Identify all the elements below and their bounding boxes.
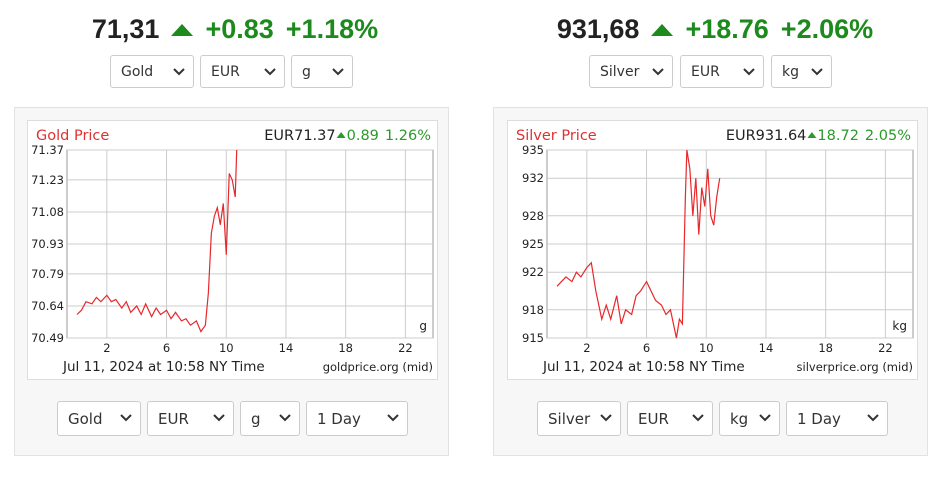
- x-tick-label: 18: [338, 341, 353, 355]
- x-tick-label: 2: [583, 341, 590, 355]
- change-pct: +1.18%: [285, 14, 379, 44]
- price: 931,68: [556, 14, 640, 44]
- chevron: [264, 68, 276, 76]
- chart: 70.49 70.64 70.79 70.93 71.08 71.23 71.37 2 6 10 1…: [27, 120, 438, 380]
- select[interactable]: g: [291, 55, 353, 88]
- select[interactable]: EUR: [627, 401, 713, 436]
- header-price: EUR71.37: [264, 128, 335, 144]
- chevron: [867, 414, 879, 422]
- select[interactable]: Silver: [589, 55, 673, 88]
- source: goldprice.org (mid): [323, 360, 433, 374]
- chevron: [213, 414, 225, 422]
- up-arrow: [651, 23, 674, 36]
- source: silverprice.org (mid): [797, 360, 913, 374]
- x-tick-label: 10: [699, 341, 714, 355]
- y-tick-label: 925: [522, 237, 544, 251]
- chart-title: Silver Price: [516, 128, 597, 144]
- chevron: [173, 68, 185, 76]
- select[interactable]: kg: [719, 401, 780, 436]
- x-tick-label: 22: [398, 341, 413, 355]
- chevron: [743, 68, 755, 76]
- x-tick-label: 14: [279, 341, 294, 355]
- chart: 915 918 922 925 928 932 935 2 6 10 14 18 22 Silver Pr…: [507, 120, 918, 380]
- select[interactable]: Gold: [57, 401, 141, 436]
- price-header: 931,68 +18.76 +2.06%: [480, 14, 938, 45]
- chevron: [387, 414, 399, 422]
- unit-label: g: [419, 319, 427, 333]
- y-tick-label: 71.08: [31, 205, 64, 219]
- change: +0.83: [205, 14, 274, 44]
- chevron: [279, 414, 291, 422]
- y-tick-label: 71.23: [31, 173, 64, 187]
- unit-label: kg: [892, 319, 907, 333]
- price-line: [556, 149, 721, 339]
- y-tick-label: 915: [522, 331, 544, 345]
- select[interactable]: 1 Day: [306, 401, 408, 436]
- x-tick-label: 6: [643, 341, 650, 355]
- caption: Jul 11, 2024 at 10:58 NY Time: [62, 359, 265, 375]
- x-tick-label: 18: [818, 341, 833, 355]
- select[interactable]: Silver: [537, 401, 621, 436]
- select[interactable]: EUR: [200, 55, 285, 88]
- x-tick-label: 14: [759, 341, 774, 355]
- change-pct: +2.06%: [780, 14, 874, 44]
- select[interactable]: 1 Day: [786, 401, 888, 436]
- header-pct: 1.26%: [385, 128, 431, 144]
- chevron: [332, 68, 344, 76]
- y-tick-label: 70.79: [31, 267, 64, 281]
- y-tick-label: 922: [522, 265, 544, 279]
- chevron: [759, 414, 771, 422]
- price-line: [76, 149, 238, 333]
- chart-title: Gold Price: [36, 128, 109, 144]
- select[interactable]: Gold: [110, 55, 194, 88]
- select[interactable]: g: [240, 401, 300, 436]
- x-tick-label: 10: [219, 341, 234, 355]
- y-tick-label: 918: [522, 303, 544, 317]
- price: 71,31: [91, 14, 160, 44]
- y-tick-label: 70.49: [31, 331, 64, 345]
- select[interactable]: kg: [771, 55, 832, 88]
- x-tick-label: 2: [103, 341, 110, 355]
- change: +18.76: [685, 14, 769, 44]
- header-change: 0.89: [347, 128, 379, 144]
- up-arrow: [171, 23, 194, 36]
- y-tick-label: 935: [522, 143, 544, 157]
- x-tick-label: 6: [163, 341, 170, 355]
- chevron: [692, 414, 704, 422]
- header-change: 18.72: [817, 128, 859, 144]
- select[interactable]: EUR: [680, 55, 764, 88]
- y-tick-label: 71.37: [31, 143, 64, 157]
- up-arrow: [807, 132, 817, 138]
- select[interactable]: EUR: [147, 401, 234, 436]
- chevron: [600, 414, 612, 422]
- chevron: [811, 68, 823, 76]
- chevron: [652, 68, 664, 76]
- y-tick-label: 70.93: [31, 237, 64, 251]
- caption: Jul 11, 2024 at 10:58 NY Time: [542, 359, 745, 375]
- y-tick-label: 928: [522, 209, 544, 223]
- up-arrow: [336, 132, 346, 138]
- y-tick-label: 932: [522, 171, 544, 185]
- x-tick-label: 22: [878, 341, 893, 355]
- header-price: EUR931.64: [726, 128, 807, 144]
- price-header: 71,31 +0.83 +1.18%: [0, 14, 470, 45]
- header-pct: 2.05%: [865, 128, 911, 144]
- y-tick-label: 70.64: [31, 299, 64, 313]
- chevron: [120, 414, 132, 422]
